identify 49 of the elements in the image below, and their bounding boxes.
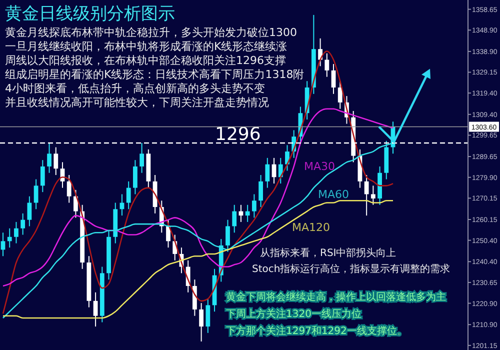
- annotation: 黄金月线探底布林带中轨企稳拉升，多头开始发力破位1300: [5, 26, 297, 39]
- candlestick: [226, 219, 230, 252]
- candlestick: [192, 279, 197, 316]
- candlestick: [232, 204, 237, 234]
- candlestick: [199, 302, 204, 342]
- candlestick: [93, 292, 98, 328]
- candlestick: [74, 189, 78, 218]
- candlestick: [120, 194, 124, 216]
- candlestick: [133, 160, 138, 195]
- candlestick: [27, 196, 32, 227]
- candlestick: [331, 64, 336, 94]
- candlestick: [0, 232, 6, 257]
- series-label: MA120: [292, 221, 330, 234]
- candlestick: [318, 38, 322, 67]
- annotation: 4小时图来看，低点抬升，高点创新高的多头走势不变: [5, 82, 265, 95]
- candlestick: [258, 174, 263, 208]
- candlestick: [206, 298, 210, 334]
- candlestick: [126, 180, 131, 210]
- candlestick: [252, 194, 256, 218]
- series-label: MA30: [304, 160, 336, 173]
- annotation: 并且收线情况高开可能性较大，下周关注开盘走势情况: [5, 96, 269, 109]
- annotation: 黄金下周将会继续走高，操作上以回落逢低多为主: [226, 291, 446, 303]
- annotation: 组成启明星的看涨的K线形态：日线技术高看下周压力1318附: [5, 68, 304, 81]
- annotation: Stoch指标运行高位，指标显示有调整的需求: [252, 263, 450, 275]
- candlestick: [140, 142, 144, 174]
- candlestick: [370, 185, 376, 206]
- candlestick: [7, 228, 12, 248]
- chart-title: 黄金日线级别分析图示: [5, 4, 175, 24]
- candlestick: [14, 221, 18, 244]
- annotation: 一旦月线继续收阳，布林中轨将形成看涨的K线形态继续涨: [5, 40, 288, 53]
- candlestick: [338, 80, 342, 110]
- annotation: 周线以大阳线报收，在布林轨中部企稳收阳关注1296支撑: [5, 54, 286, 67]
- candlestick: [285, 144, 290, 172]
- candlestick: [324, 52, 330, 78]
- candlestick: [66, 174, 72, 204]
- annotation: 下周上方关注1320一线压力位: [226, 308, 362, 320]
- candlestick: [40, 160, 45, 193]
- candlestick: [166, 219, 170, 248]
- annotation: 下方那个关注1297和1292一线支撑位。: [226, 325, 407, 337]
- ref-line-label: 1296: [215, 124, 261, 145]
- annotation: 从指标来看，RSI中部拐头向上: [260, 247, 396, 259]
- candlestick: [265, 157, 270, 188]
- candlestick: [34, 178, 38, 210]
- candlestick: [47, 142, 52, 174]
- candlestick: [54, 146, 58, 176]
- candlestick: [245, 204, 250, 222]
- candlestick: [20, 212, 26, 236]
- candlestick: [364, 174, 369, 216]
- series-label: MA60: [318, 188, 350, 201]
